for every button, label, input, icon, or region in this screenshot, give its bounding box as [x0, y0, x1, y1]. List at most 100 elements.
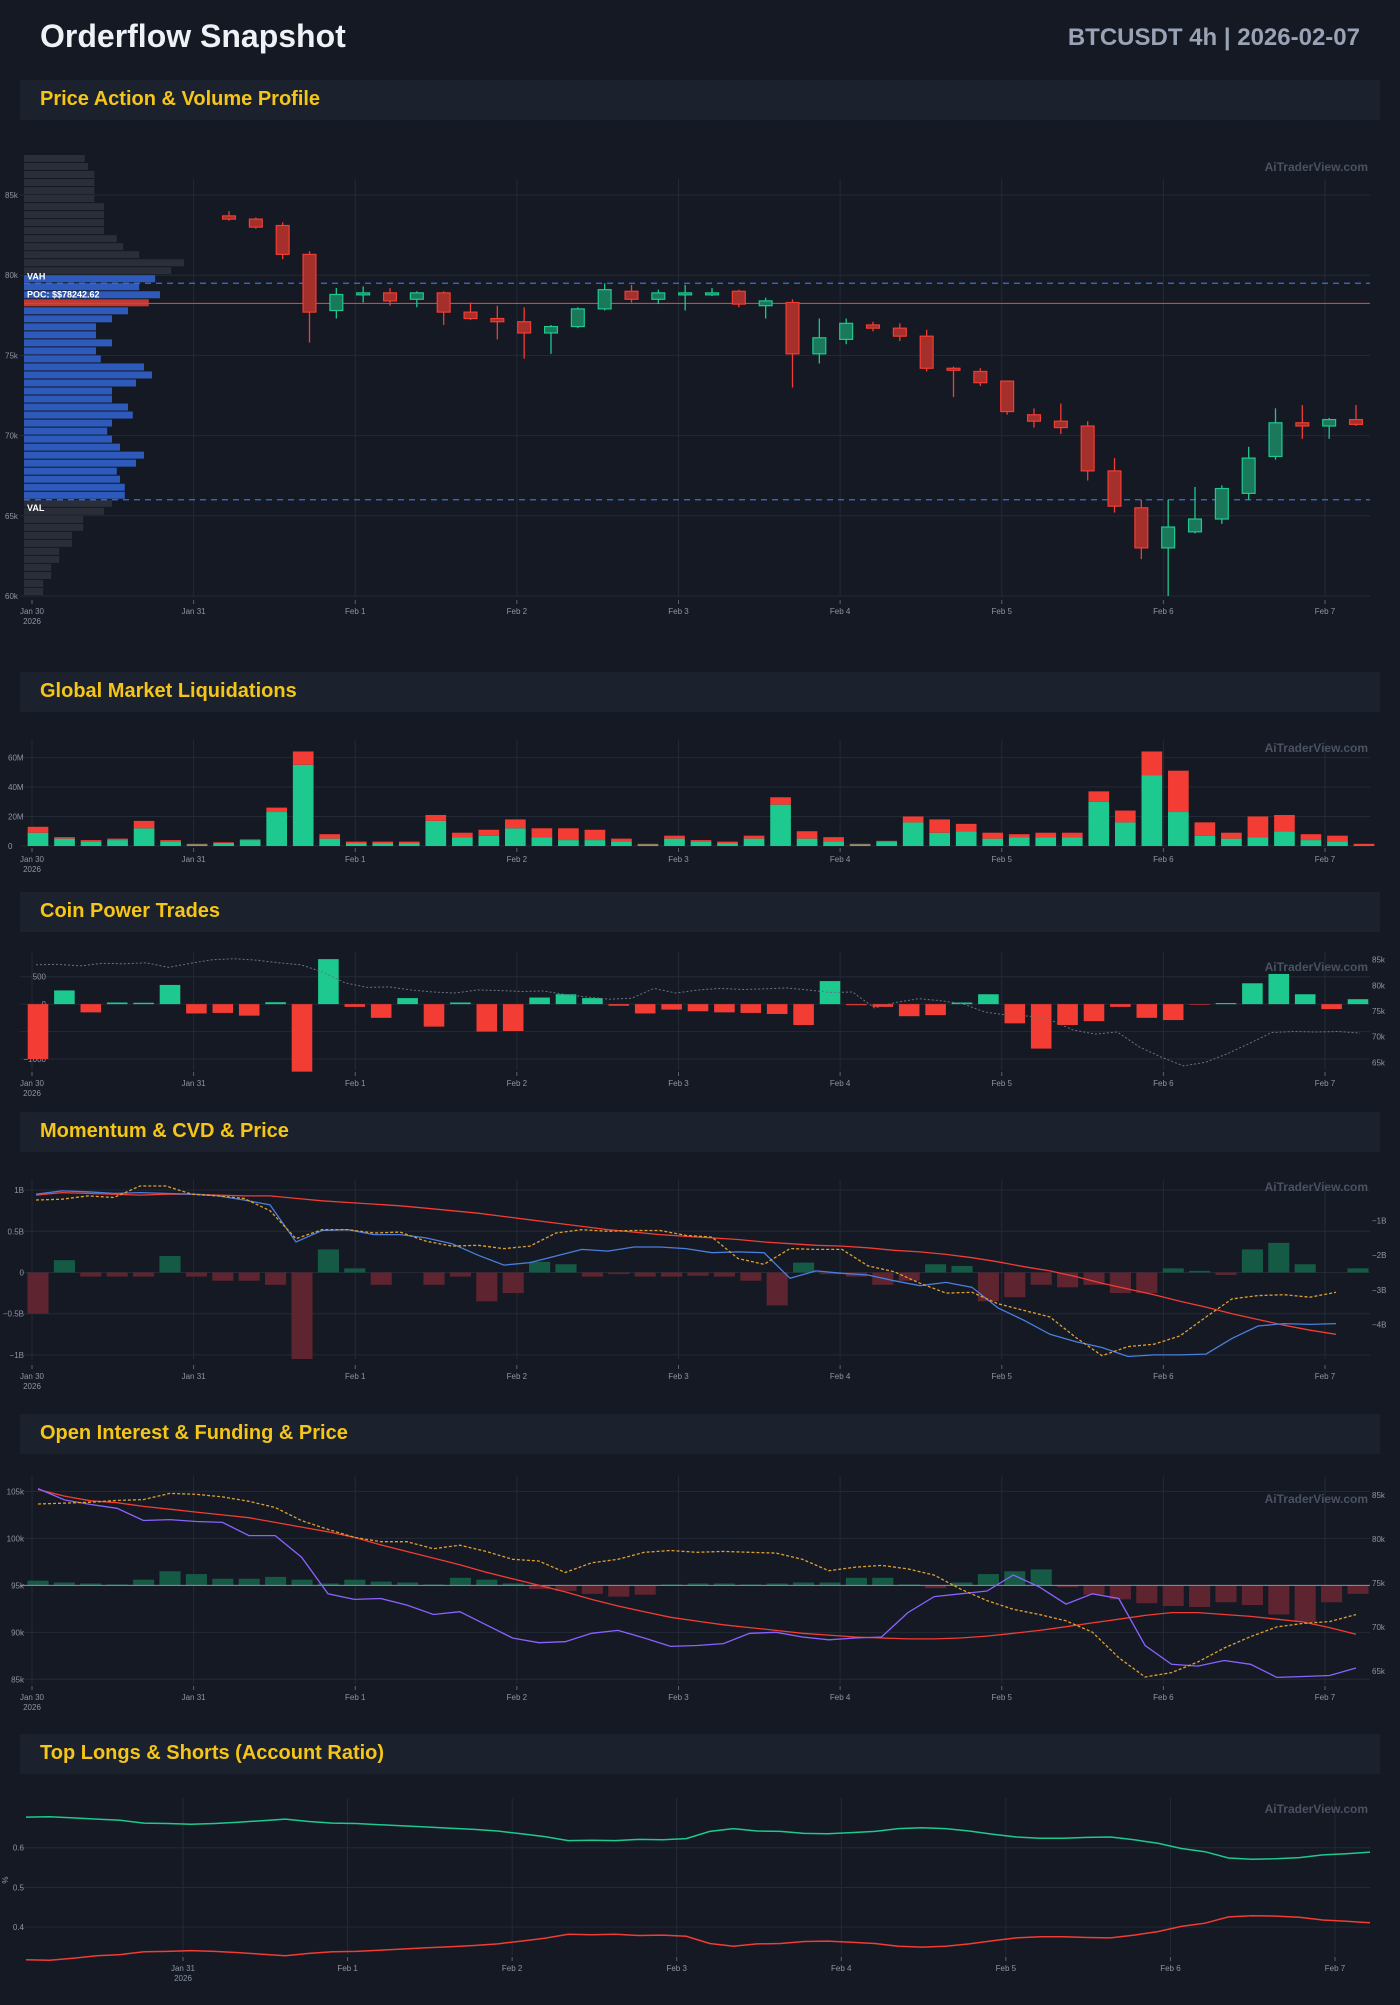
- x-tick-label: Feb 2: [507, 1372, 528, 1381]
- oi-orange-line: [37, 1492, 1357, 1678]
- liquidation-bar-short: [1221, 832, 1242, 839]
- candle-body: [946, 367, 961, 371]
- coin-power-bar: [133, 1002, 154, 1005]
- coin-power-bar: [1004, 1004, 1026, 1024]
- x-tick-label: Jan 30: [20, 1372, 45, 1381]
- candle-body: [865, 324, 881, 329]
- momentum-bar: [27, 1272, 49, 1314]
- funding-bar: [265, 1576, 287, 1586]
- candle-body: [1348, 418, 1364, 425]
- volume-profile-bar: [24, 195, 95, 203]
- y2-tick-label: −4B: [1372, 1320, 1386, 1329]
- y-tick-label: 0.4: [13, 1923, 25, 1932]
- momentum-bar: [238, 1272, 260, 1281]
- funding-bar: [977, 1574, 999, 1586]
- volume-profile-bar: [24, 371, 152, 379]
- funding-bar: [291, 1579, 313, 1586]
- candle-body: [839, 322, 854, 340]
- funding-bar: [1057, 1585, 1079, 1588]
- coin-power-bar: [423, 1004, 445, 1027]
- momentum-bar: [1109, 1272, 1131, 1294]
- liquidations-chart[interactable]: 60M 40M 20M 0 AiTraderView.com Jan 30 Jan 31 Fe…: [0, 720, 1400, 880]
- y-tick-label: −1000: [24, 1055, 47, 1064]
- liquidation-bar-long: [690, 841, 712, 846]
- liquidation-bar-short: [637, 843, 659, 845]
- coin-power-chart[interactable]: 5000−500−100085k80k75k70k65kAiTraderView…: [0, 940, 1400, 1100]
- liquidation-bar-long: [1035, 837, 1057, 846]
- candle-body: [1107, 470, 1122, 507]
- liquidation-bar-short: [1035, 832, 1057, 838]
- open-interest-chart[interactable]: 105k 100k 95k 90k 85k 85k 80k 75k 70k 65k AiTrader…: [0, 1460, 1400, 1720]
- liquidation-bar-long: [743, 838, 765, 846]
- funding-bar: [1347, 1585, 1369, 1594]
- coin-power-bar: [370, 1004, 392, 1018]
- liquidation-bar-long: [133, 828, 155, 846]
- liquidation-bar-short: [1008, 834, 1030, 838]
- liquidation-bar-long: [849, 844, 871, 846]
- coin-power-bar: [476, 1004, 498, 1032]
- y-tick-label: 80k: [5, 271, 19, 280]
- candle-body: [597, 289, 612, 310]
- long-short-ratio-chart[interactable]: 0.6 0.5 0.4% AiTraderView.com Jan 31 Feb 1 Feb…: [0, 1780, 1400, 2005]
- y-tick-label: 0.6: [13, 1844, 25, 1853]
- momentum-bar: [317, 1249, 339, 1273]
- momentum-bar: [159, 1256, 181, 1273]
- coin-power-bar: [106, 1002, 128, 1005]
- liquidation-bar-long: [796, 838, 818, 846]
- coin-power-bar: [1030, 1004, 1052, 1049]
- funding-bar: [529, 1585, 551, 1590]
- momentum-cvd-chart[interactable]: 1B 0.5B 0 −0.5B −1B −1B −2B −3B −4B AiTraderView.…: [0, 1160, 1400, 1400]
- momentum-bar: [925, 1264, 947, 1273]
- funding-bar: [502, 1583, 524, 1586]
- liquidation-bar-short: [1088, 791, 1110, 802]
- poc-label: POC: $$78242.62: [27, 289, 100, 299]
- y-tick-label: 75k: [5, 351, 19, 360]
- coin-power-bar: [1294, 994, 1316, 1005]
- liquidation-bar-long: [1247, 837, 1269, 846]
- coin-power-bar: [80, 1004, 102, 1013]
- volume-profile-bar: [24, 219, 104, 227]
- momentum-bar: [1189, 1270, 1211, 1273]
- liquidation-bar-short: [478, 829, 500, 836]
- funding-bar: [687, 1583, 709, 1586]
- funding-bar: [133, 1579, 155, 1586]
- momentum-bar: [502, 1272, 524, 1294]
- momentum-bar: [713, 1272, 735, 1277]
- y2-tick-label: −2B: [1372, 1251, 1386, 1260]
- volume-profile-bar: [24, 459, 136, 467]
- liquidation-bar-short: [531, 828, 553, 838]
- oi-red-line: [37, 1488, 1357, 1640]
- y-tick-label: −1B: [10, 1351, 24, 1360]
- candle-body: [785, 301, 800, 355]
- candle-body: [973, 370, 988, 384]
- x-tick-label: Jan 30: [20, 607, 45, 616]
- funding-bar: [1083, 1585, 1105, 1595]
- price-action-chart[interactable]: 85k 80k 75k 70k 65k 60k AiTraderView.com VAH VAL…: [0, 125, 1400, 665]
- y-tick-label: 40M: [8, 783, 24, 792]
- x-tick-label: Feb 5: [992, 855, 1013, 864]
- momentum-bar: [1241, 1249, 1263, 1273]
- funding-bar: [872, 1577, 894, 1586]
- liquidation-bar-long: [451, 837, 473, 846]
- val-label: VAL: [27, 503, 45, 513]
- candle-body: [1214, 487, 1229, 520]
- x-tick-label: Jan 30: [20, 1693, 45, 1702]
- momentum-bar: [133, 1272, 155, 1277]
- candle-body: [356, 292, 371, 296]
- funding-bar: [1241, 1585, 1263, 1606]
- candle-body: [1053, 420, 1068, 429]
- liquidation-bar-short: [1061, 832, 1083, 838]
- liquidation-bar-short: [955, 823, 977, 832]
- x-tick-label: Feb 3: [666, 1964, 687, 1973]
- liquidation-bar-long: [54, 838, 75, 846]
- watermark: AiTraderView.com: [1265, 741, 1368, 755]
- funding-bar: [370, 1581, 392, 1586]
- coin-power-bar: [502, 1004, 524, 1032]
- coin-power-bar: [555, 994, 577, 1005]
- liquidation-bar-long: [611, 841, 632, 846]
- momentum-bar: [53, 1260, 75, 1273]
- volume-profile-bar: [24, 179, 95, 187]
- coin-power-bar: [1057, 1004, 1078, 1025]
- liquidation-bar-long: [637, 844, 659, 846]
- y-tick-label: 70k: [5, 432, 19, 441]
